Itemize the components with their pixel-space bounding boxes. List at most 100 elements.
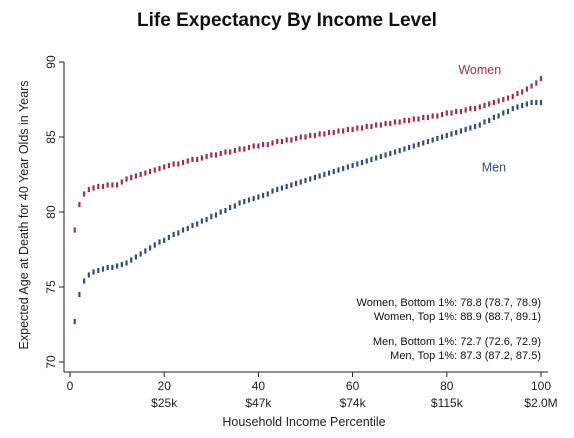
- women-point: [97, 183, 100, 190]
- women-point: [290, 137, 293, 143]
- men-point: [205, 216, 208, 223]
- men-point: [280, 185, 284, 191]
- men-point: [252, 195, 255, 202]
- men-point: [488, 117, 491, 124]
- women-point: [356, 125, 359, 131]
- men-point: [473, 123, 477, 130]
- annotation-women-top: Women, Top 1%: 88.9 (88.7, 89.1): [374, 311, 541, 323]
- x-tick-label: 100: [531, 379, 551, 393]
- women-point: [181, 159, 185, 166]
- men-point: [238, 200, 241, 206]
- men-point: [351, 162, 354, 169]
- men-point: [408, 144, 411, 151]
- men-point: [210, 213, 213, 220]
- men-point: [106, 264, 109, 271]
- women-point: [313, 132, 317, 139]
- women-point: [360, 125, 364, 131]
- women-point: [525, 86, 528, 92]
- women-point: [422, 114, 425, 121]
- men-point: [177, 230, 180, 236]
- men-point: [130, 257, 133, 263]
- x-axis-label: Household Income Percentile: [222, 415, 385, 429]
- men-point: [389, 150, 392, 157]
- women-point: [535, 80, 538, 86]
- men-point: [417, 141, 420, 148]
- axes: [63, 62, 548, 373]
- women-point: [337, 128, 340, 134]
- women-point: [116, 182, 119, 188]
- men-point: [356, 161, 359, 167]
- women-point: [257, 143, 260, 149]
- men-point: [257, 194, 260, 200]
- women-point: [440, 111, 444, 118]
- women-point: [445, 110, 448, 116]
- men-point: [304, 177, 307, 184]
- chart-title: Life Expectancy By Income Level: [137, 10, 437, 31]
- men-point: [398, 147, 401, 154]
- men-point: [455, 129, 458, 136]
- women-point: [271, 140, 274, 146]
- women-point: [323, 131, 326, 137]
- x-income-label: $47k: [245, 396, 272, 410]
- women-point: [318, 131, 321, 137]
- men-point: [186, 225, 189, 232]
- women-point: [111, 182, 114, 188]
- men-point: [271, 188, 274, 194]
- women-point: [309, 132, 312, 139]
- annotations: Women, Bottom 1%: 78.8 (78.7, 78.9) Wome…: [357, 297, 541, 362]
- women-point: [200, 155, 203, 161]
- annotation-men-top: Men, Top 1%: 87.3 (87.2, 87.5): [390, 350, 541, 362]
- women-point: [389, 120, 392, 127]
- men-point: [431, 137, 434, 143]
- women-point: [539, 75, 543, 82]
- women-point: [492, 99, 495, 106]
- men-point: [144, 248, 147, 254]
- series-label-men: Men: [482, 161, 506, 175]
- men-point: [412, 143, 415, 149]
- x-income-label: $25k: [151, 396, 178, 410]
- x-income-label: $115k: [431, 396, 464, 410]
- men-point: [83, 278, 86, 284]
- annotation-women-bottom: Women, Bottom 1%: 78.8 (78.7, 78.9): [357, 297, 541, 309]
- men-point: [219, 209, 222, 215]
- women-point: [497, 98, 500, 104]
- women-point: [393, 119, 397, 125]
- women-point: [134, 173, 138, 179]
- women-point: [247, 144, 251, 151]
- x-income-label: $74k: [340, 396, 367, 410]
- men-point: [73, 318, 76, 325]
- men-point: [163, 237, 166, 244]
- women-point: [144, 170, 147, 176]
- x-tick-label: 60: [346, 379, 360, 393]
- women-point: [163, 164, 166, 170]
- men-point: [440, 134, 444, 140]
- women-point: [530, 83, 533, 89]
- men-point: [511, 105, 514, 112]
- women-point: [351, 126, 354, 133]
- women-point: [210, 152, 213, 158]
- women-point: [431, 113, 434, 119]
- men-point: [285, 183, 288, 190]
- x-tick-label: 40: [252, 379, 266, 393]
- women-point: [346, 126, 349, 133]
- men-point: [436, 135, 439, 142]
- x-income-label: $2.0M: [524, 396, 557, 410]
- men-point: [521, 102, 524, 109]
- men-point: [530, 99, 533, 106]
- men-point: [276, 186, 279, 193]
- women-point: [186, 158, 189, 164]
- men-point: [87, 272, 90, 278]
- men-point: [342, 165, 345, 172]
- women-point: [205, 153, 208, 160]
- men-point: [393, 149, 397, 155]
- women-point: [229, 149, 232, 155]
- men-point: [464, 126, 467, 133]
- men-point: [516, 104, 519, 110]
- women-point: [412, 116, 415, 122]
- women-point: [280, 138, 284, 145]
- x-ticks: 0 20 40 60 80 100 $25k $47k $74k $115k $2.0M: [67, 372, 558, 410]
- women-point: [243, 146, 246, 152]
- women-point: [365, 123, 368, 130]
- women-point: [299, 134, 302, 140]
